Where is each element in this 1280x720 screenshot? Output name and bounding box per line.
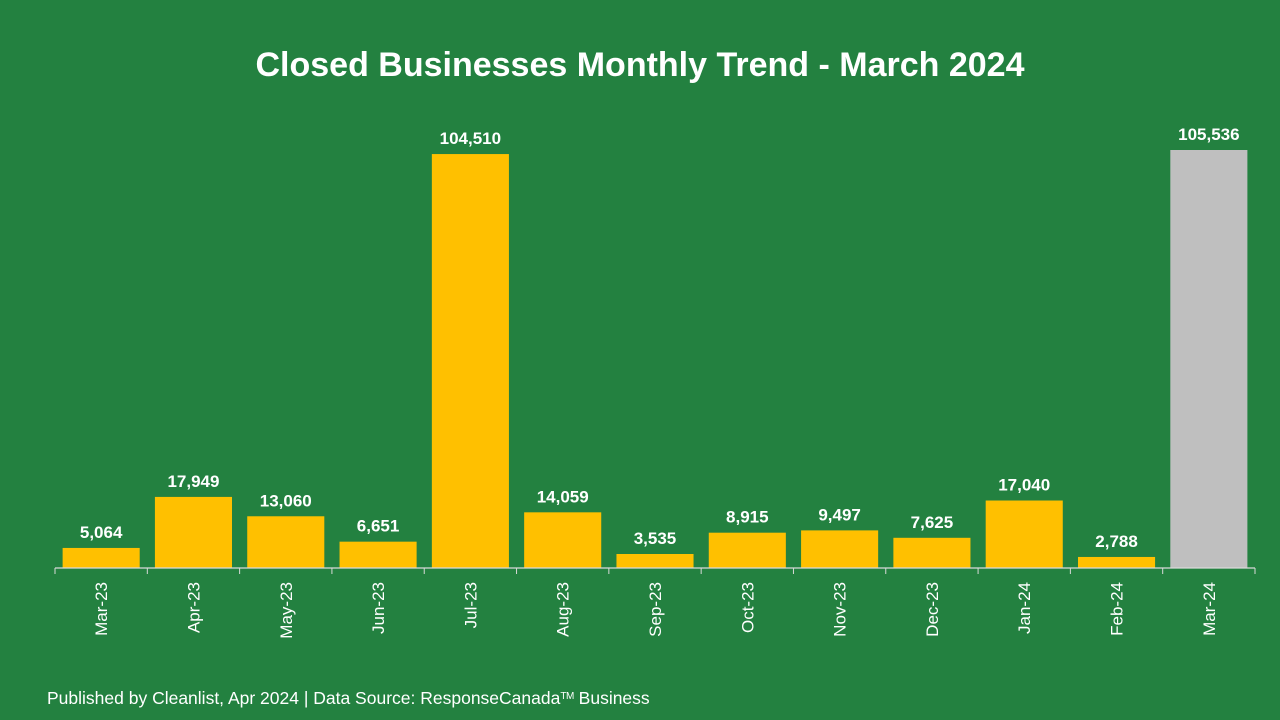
category-label-jun-23: Jun-23 <box>369 582 388 634</box>
category-label-oct-23: Oct-23 <box>738 582 757 633</box>
category-label-mar-23: Mar-23 <box>92 582 111 636</box>
value-label-mar-23: 5,064 <box>80 523 123 542</box>
category-label-feb-24: Feb-24 <box>1108 582 1127 636</box>
value-label-jun-23: 6,651 <box>357 517 400 536</box>
bar-oct-23 <box>708 532 786 568</box>
bar-chart: 5,064 17,949 13,060 6,651 104,510 14,059 3,535… <box>54 125 1256 639</box>
value-label-dec-23: 7,625 <box>911 513 954 532</box>
bar-feb-24 <box>1078 556 1156 568</box>
trademark-mark: TM <box>560 691 574 702</box>
category-label-sep-23: Sep-23 <box>646 582 665 637</box>
category-labels-group: Mar-23 Apr-23 May-23 Jun-23 Jul-23 Aug-23 Sep-… <box>92 582 1219 639</box>
category-label-apr-23: Apr-23 <box>184 582 203 633</box>
chart-title: Closed Businesses Monthly Trend - March … <box>255 46 1025 84</box>
value-label-oct-23: 8,915 <box>726 508 769 527</box>
bars-group <box>62 150 1248 568</box>
value-label-nov-23: 9,497 <box>818 505 861 524</box>
category-label-dec-23: Dec-23 <box>923 582 942 637</box>
category-label-mar-24: Mar-24 <box>1200 582 1219 636</box>
value-label-apr-23: 17,949 <box>167 472 219 491</box>
category-label-jul-23: Jul-23 <box>461 582 480 628</box>
bar-may-23 <box>247 516 325 568</box>
bar-jun-23 <box>339 541 417 568</box>
value-labels-group: 5,064 17,949 13,060 6,651 104,510 14,059 3,535… <box>80 125 1240 551</box>
footer-text: Published by Cleanlist, Apr 2024 | Data … <box>47 688 561 708</box>
value-label-feb-24: 2,788 <box>1095 532 1138 551</box>
value-label-may-23: 13,060 <box>260 491 312 510</box>
bar-mar-23 <box>62 547 140 568</box>
category-label-may-23: May-23 <box>277 582 296 639</box>
bar-dec-23 <box>893 537 971 568</box>
bar-nov-23 <box>801 530 879 568</box>
value-label-aug-23: 14,059 <box>537 487 589 506</box>
bar-aug-23 <box>524 512 602 568</box>
value-label-jul-23: 104,510 <box>440 129 501 148</box>
category-label-nov-23: Nov-23 <box>831 582 850 637</box>
bar-jul-23 <box>431 154 509 568</box>
bar-sep-23 <box>616 554 694 568</box>
value-label-mar-24: 105,536 <box>1178 125 1239 144</box>
bar-apr-23 <box>154 496 232 568</box>
bar-mar-24 <box>1170 150 1248 568</box>
value-label-sep-23: 3,535 <box>634 529 677 548</box>
footer-text-end: Business <box>573 688 650 708</box>
category-label-jan-24: Jan-24 <box>1015 582 1034 634</box>
x-ticks-group <box>54 568 1256 574</box>
footer-source: Published by Cleanlist, Apr 2024 | Data … <box>47 688 650 709</box>
category-label-aug-23: Aug-23 <box>554 582 573 637</box>
value-label-jan-24: 17,040 <box>998 476 1050 495</box>
bar-jan-24 <box>985 500 1063 568</box>
